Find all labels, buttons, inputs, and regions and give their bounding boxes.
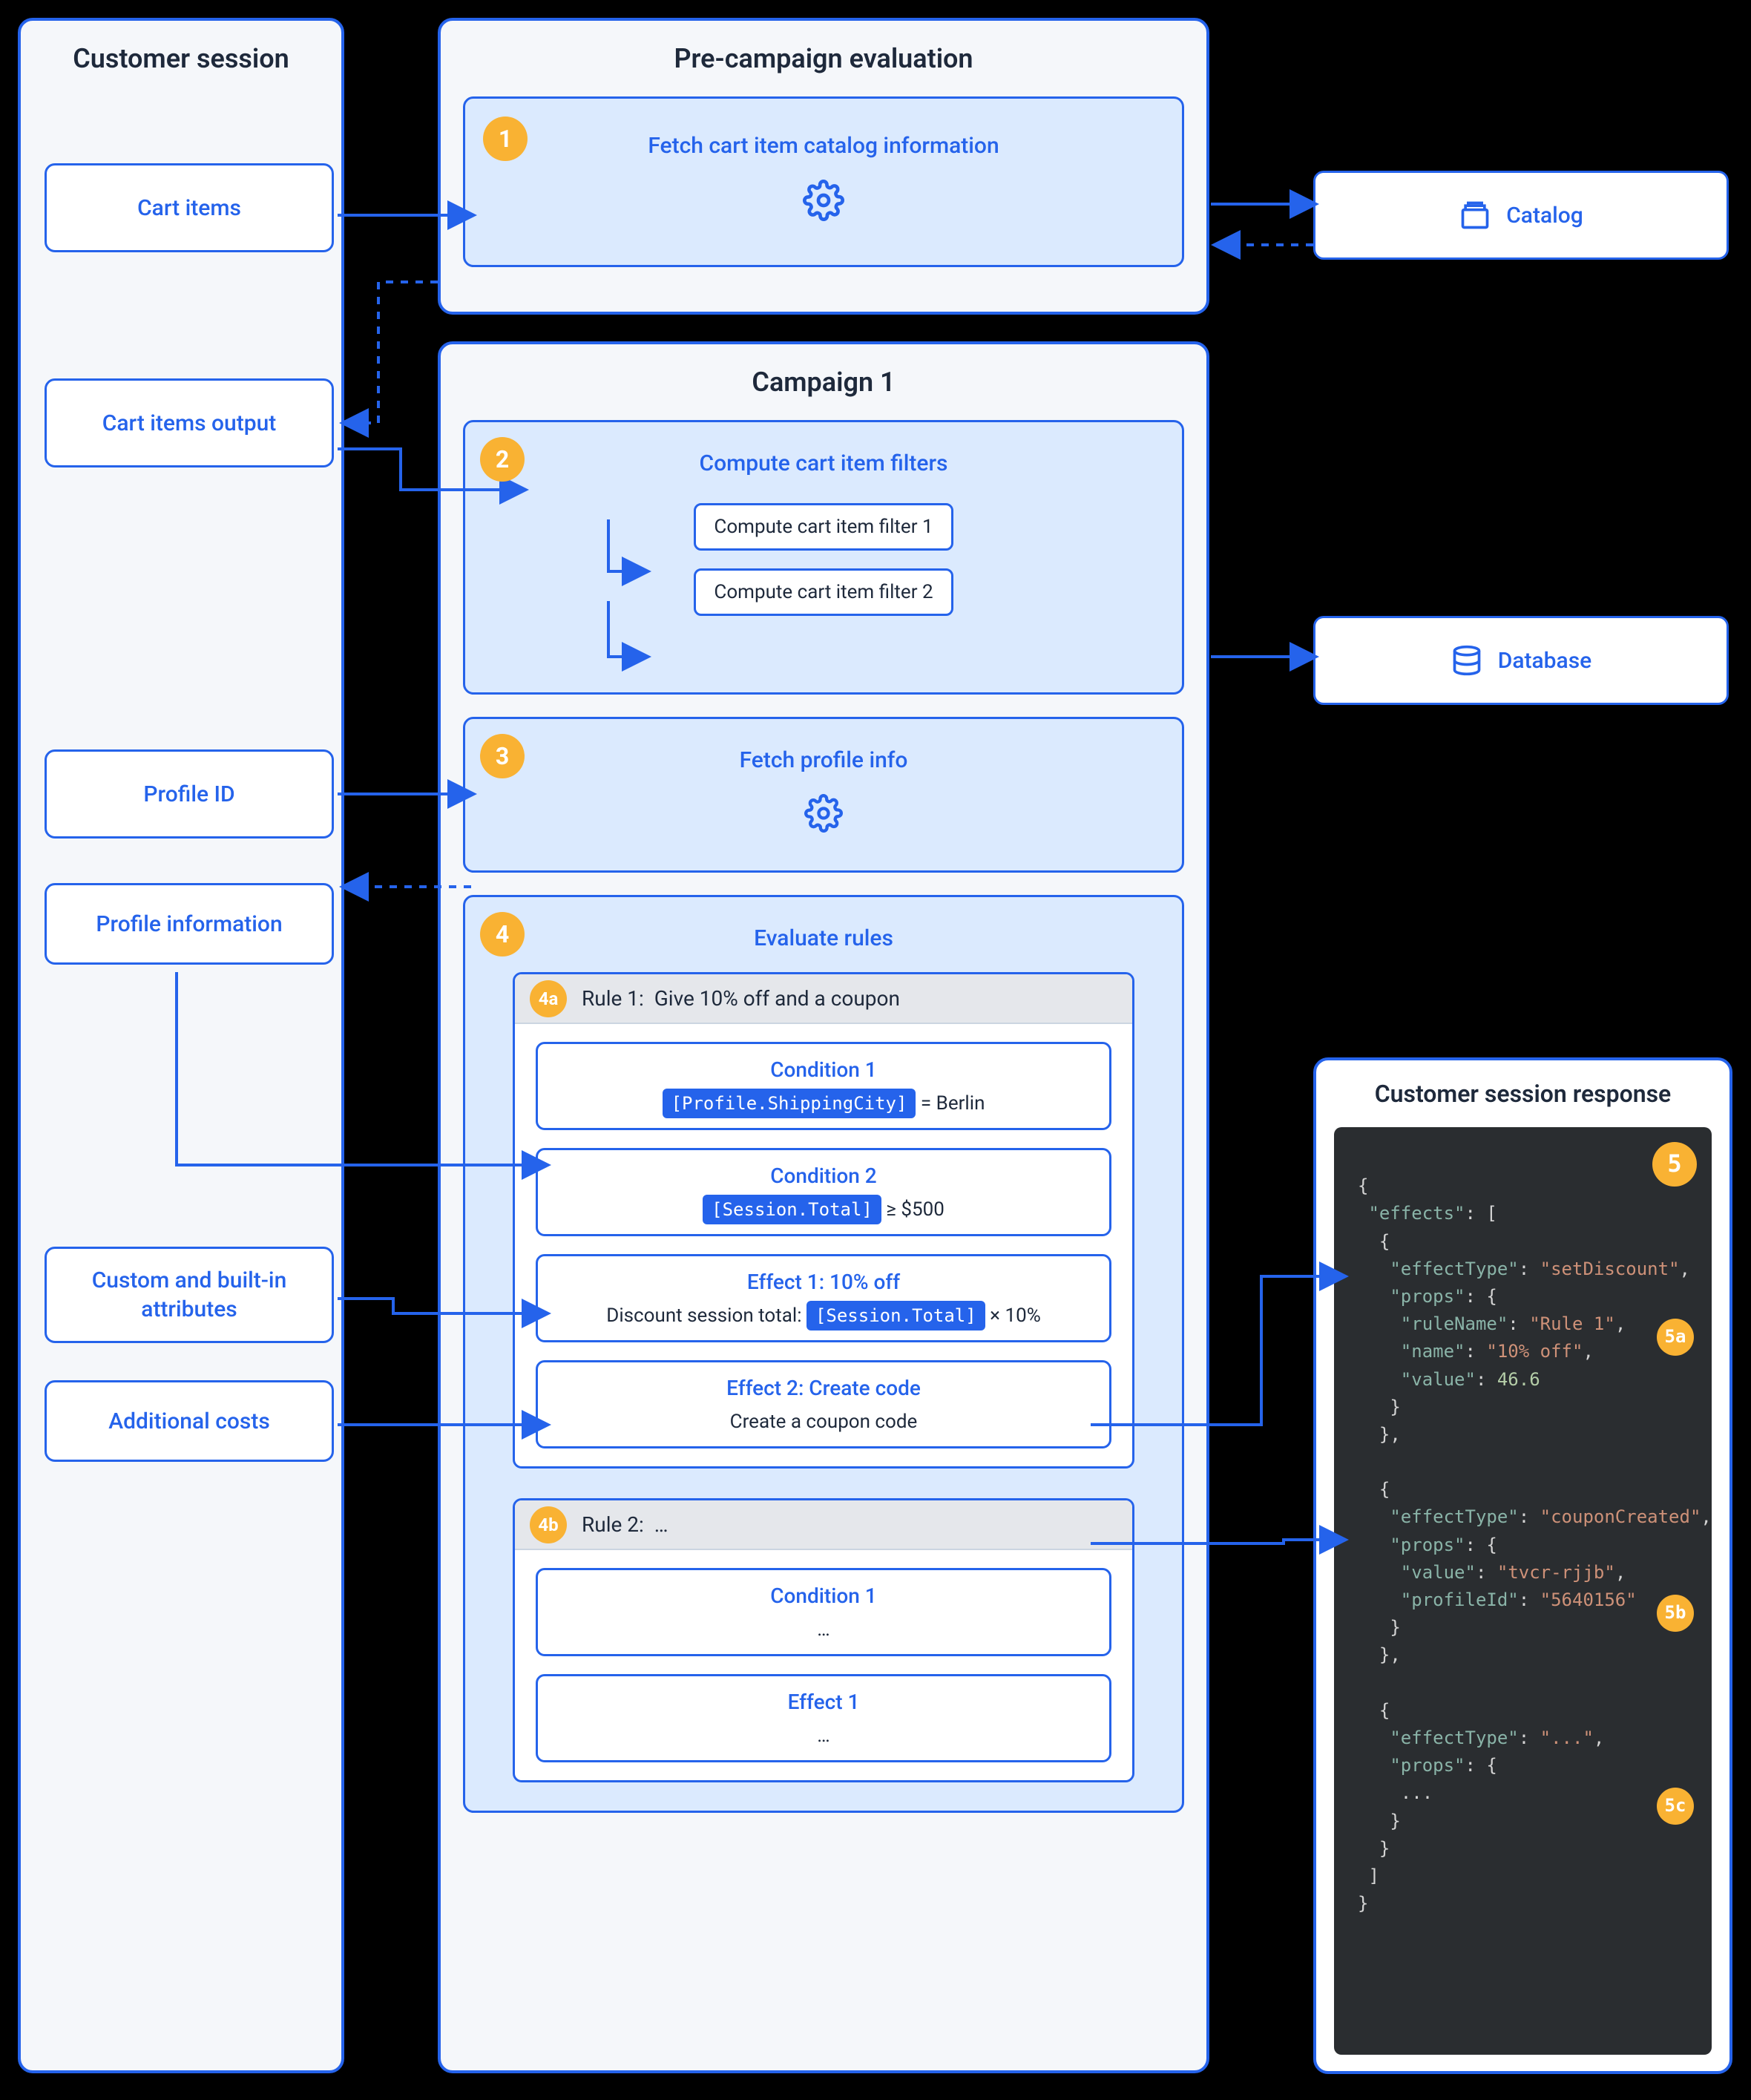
rule1-cond1: Condition 1 [Profile.ShippingCity] = Ber… [536,1042,1111,1130]
step1-box: 1 Fetch cart item catalog information [463,96,1184,267]
catalog-icon [1459,199,1491,232]
step3-box: 3 Fetch profile info [463,717,1184,873]
rule2-cond1: Condition 1 … [536,1568,1111,1656]
precampaign-panel: Pre-campaign evaluation 1 Fetch cart ite… [438,18,1209,315]
rule1-desc [649,986,654,1011]
step1-badge: 1 [483,117,528,161]
custom-attrs-box: Custom and built-in attributes [45,1247,334,1343]
badge-5b: 5b [1657,1595,1694,1632]
rule2-badge: 4b [530,1506,567,1543]
step4-badge: 4 [480,912,525,957]
rule2-label: Rule 2: [582,1512,644,1537]
gear-icon [803,180,844,221]
customer-session-title: Customer session [21,21,341,96]
rule1-badge: 4a [530,980,567,1017]
database-box: Database [1313,616,1729,705]
cart-items-output-box: Cart items output [45,378,334,467]
filter2-box: Compute cart item filter 2 [694,568,953,616]
step3-badge: 3 [480,734,525,778]
additional-costs-box: Additional costs [45,1380,334,1462]
response-panel: Customer session response { "effects": [… [1313,1057,1732,2074]
cart-items-box: Cart items [45,163,334,252]
token-session-total-2: [Session.Total] [806,1301,985,1330]
rule1-eff1: Effect 1: 10% off Discount session total… [536,1254,1111,1342]
token-profile-city: [Profile.ShippingCity] [663,1089,916,1118]
edge-step1-cartout [345,282,438,423]
badge-5c: 5c [1657,1788,1694,1825]
rule1-cond2: Condition 2 [Session.Total] ≥ $500 [536,1148,1111,1236]
rule2-panel: 4b Rule 2: … Condition 1 … Effect 1 … [513,1498,1134,1782]
rule1-panel: 4a Rule 1: Give 10% off and a coupon Con… [513,972,1134,1469]
rule1-label: Rule 1: [582,986,644,1011]
step2-badge: 2 [480,437,525,482]
badge-5a: 5a [1657,1319,1694,1356]
filter1-box: Compute cart item filter 1 [694,503,953,551]
database-icon [1451,644,1483,677]
response-code: { "effects": [ { "effectType": "setDisco… [1334,1127,1712,2055]
step2-title: Compute cart item filters [480,437,1167,503]
rule1-header: 4a Rule 1: Give 10% off and a coupon [515,974,1132,1024]
catalog-box: Catalog [1313,171,1729,260]
step4-title: Evaluate rules [483,912,1164,972]
token-session-total: [Session.Total] [703,1195,881,1224]
profile-information-box: Profile information [45,883,334,965]
customer-session-panel: Customer session [18,18,344,2073]
rule1-eff2: Effect 2: Create code Create a coupon co… [536,1360,1111,1448]
rule2-header: 4b Rule 2: … [515,1500,1132,1550]
response-title: Customer session response [1316,1060,1729,1127]
precampaign-title: Pre-campaign evaluation [441,21,1206,96]
badge-5: 5 [1652,1142,1697,1187]
profile-id-box: Profile ID [45,749,334,839]
step2-box: 2 Compute cart item filters Compute cart… [463,420,1184,695]
campaign1-title: Campaign 1 [441,344,1206,420]
step1-title: Fetch cart item catalog information [465,119,1182,172]
step4-box: 4 Evaluate rules 4a Rule 1: Give 10% off… [463,895,1184,1813]
campaign1-panel: Campaign 1 2 Compute cart item filters C… [438,341,1209,2073]
gear-icon [804,794,843,833]
step3-title: Fetch profile info [465,734,1182,787]
rule2-eff1: Effect 1 … [536,1674,1111,1762]
